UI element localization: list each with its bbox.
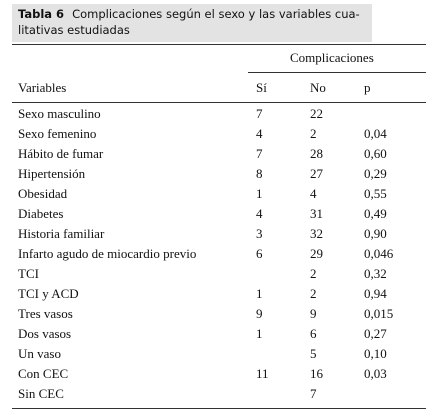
cell-variable: Hábito de fumar (18, 146, 104, 161)
cell-si: 7 (256, 146, 263, 161)
caption-line-2: litativas estudiadas (18, 23, 130, 37)
cell-variable: Hipertensión (18, 166, 86, 181)
table-row: Con CEC 11 16 0,03 (12, 364, 426, 384)
caption-text: Complicaciones según el sexo y las varia… (72, 7, 360, 21)
cell-si: 1 (256, 286, 263, 301)
cell-si: 3 (256, 226, 263, 241)
cell-variable: Sin CEC (18, 386, 64, 401)
caption-line-1: Tabla 6 Complicaciones según el sexo y la… (18, 6, 366, 22)
table-row: TCI 2 0,32 (12, 264, 426, 284)
table-row: Sexo femenino 4 2 0,04 (12, 124, 426, 144)
cell-si: 1 (256, 326, 263, 341)
cell-variable: Diabetes (18, 206, 64, 221)
cell-p: 0,90 (364, 226, 387, 241)
cell-no: 32 (310, 226, 323, 241)
cell-no: 28 (310, 146, 323, 161)
cell-no: 16 (310, 366, 323, 381)
header-rule (12, 102, 426, 103)
cell-no: 4 (310, 186, 317, 201)
cell-p: 0,10 (364, 346, 387, 361)
group-header: Complicaciones (290, 50, 374, 65)
cell-variable: Sexo masculino (18, 106, 101, 121)
bottom-rule (12, 408, 426, 409)
cell-variable: Dos vasos (18, 326, 72, 341)
table-row: Sexo masculino 7 22 (12, 104, 426, 124)
table-row: Obesidad 1 4 0,55 (12, 184, 426, 204)
cell-p: 0,03 (364, 366, 387, 381)
table-row: Dos vasos 1 6 0,27 (12, 324, 426, 344)
header-no: No (310, 80, 326, 95)
cell-variable: Infarto agudo de miocardio previo (18, 246, 197, 261)
cell-no: 31 (310, 206, 323, 221)
table-row: TCI y ACD 1 2 0,94 (12, 284, 426, 304)
table-row: Tres vasos 9 9 0,015 (12, 304, 426, 324)
table-row: Sin CEC 7 (12, 384, 426, 404)
cell-p: 0,29 (364, 166, 387, 181)
table-row: Historia familiar 3 32 0,90 (12, 224, 426, 244)
cell-p: 0,27 (364, 326, 387, 341)
cell-variable: Sexo femenino (18, 126, 97, 141)
header-variables: Variables (18, 80, 67, 95)
group-rule (248, 72, 426, 73)
table-label: Tabla 6 (18, 7, 65, 21)
cell-no: 6 (310, 326, 317, 341)
cell-no: 22 (310, 106, 323, 121)
cell-p: 0,94 (364, 286, 387, 301)
cell-si: 4 (256, 126, 263, 141)
cell-variable: TCI (18, 266, 39, 281)
cell-p: 0,55 (364, 186, 387, 201)
cell-no: 2 (310, 126, 317, 141)
top-rule (12, 44, 426, 45)
cell-si: 7 (256, 106, 263, 121)
cell-si: 9 (256, 306, 263, 321)
cell-p: 0,60 (364, 146, 387, 161)
cell-no: 27 (310, 166, 323, 181)
cell-variable: Historia familiar (18, 226, 105, 241)
cell-variable: Un vaso (18, 346, 61, 361)
cell-no: 29 (310, 246, 323, 261)
cell-si: 6 (256, 246, 263, 261)
cell-si: 1 (256, 186, 263, 201)
cell-no: 9 (310, 306, 317, 321)
cell-si: 8 (256, 166, 263, 181)
header-p: p (364, 80, 371, 95)
cell-p: 0,04 (364, 126, 387, 141)
cell-p: 0,015 (364, 306, 394, 321)
cell-variable: Obesidad (18, 186, 68, 201)
cell-si: 11 (256, 366, 269, 381)
table-row: Infarto agudo de miocardio previo 6 29 0,04… (12, 244, 426, 264)
cell-no: 7 (310, 386, 317, 401)
cell-p: 0,046 (364, 246, 394, 261)
table-row: Hábito de fumar 7 28 0,60 (12, 144, 426, 164)
cell-p: 0,32 (364, 266, 387, 281)
cell-no: 2 (310, 286, 317, 301)
table-row: Hipertensión 8 27 0,29 (12, 164, 426, 184)
cell-p: 0,49 (364, 206, 387, 221)
table-row: Diabetes 4 31 0,49 (12, 204, 426, 224)
header-si: Sí (256, 80, 267, 95)
cell-variable: TCI y ACD (18, 286, 79, 301)
cell-si: 4 (256, 206, 263, 221)
table-row: Un vaso 5 0,10 (12, 344, 426, 364)
cell-no: 2 (310, 266, 317, 281)
cell-variable: Tres vasos (18, 306, 73, 321)
cell-no: 5 (310, 346, 317, 361)
table-caption: Tabla 6 Complicaciones según el sexo y la… (12, 4, 372, 42)
cell-variable: Con CEC (18, 366, 69, 381)
